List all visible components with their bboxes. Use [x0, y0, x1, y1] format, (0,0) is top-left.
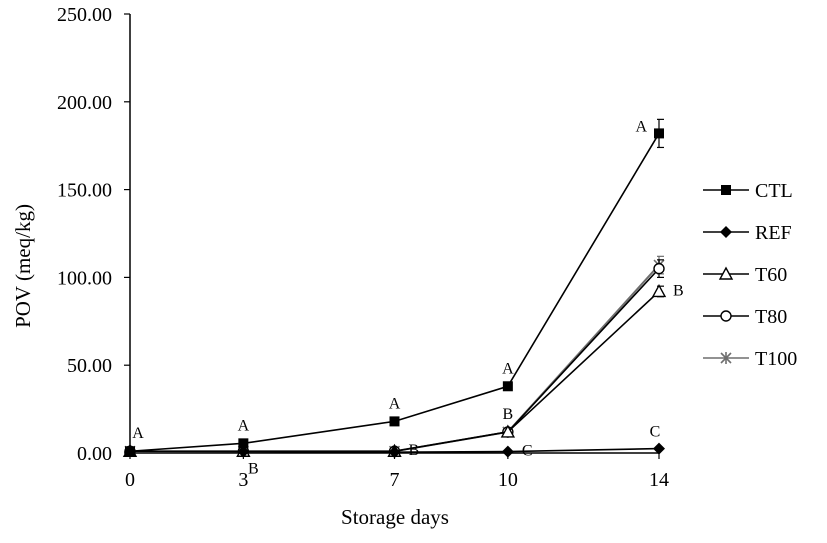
x-tick-label: 0	[125, 469, 135, 491]
significance-label: A	[502, 360, 514, 377]
significance-label: C	[522, 443, 533, 460]
significance-label: A	[389, 395, 401, 412]
legend-label-ctl: CTL	[755, 180, 793, 202]
y-tick-label: 0.00	[77, 443, 112, 465]
legend-label-ref: REF	[755, 222, 792, 244]
legend-t100-marker	[720, 352, 732, 364]
legend-item-t60: T60	[703, 264, 787, 286]
point-ref-marker	[388, 446, 401, 459]
legend-label-t100: T100	[755, 348, 797, 370]
point-ctl-marker	[502, 381, 513, 392]
x-tick-label: 14	[649, 469, 669, 491]
y-tick-label: 250.00	[57, 4, 112, 26]
significance-label: B	[503, 406, 514, 423]
significance-label: A	[635, 118, 647, 135]
legend-item-ctl: CTL	[703, 180, 793, 202]
series-layer	[122, 118, 667, 459]
series-t100	[124, 255, 665, 458]
y-tick-label: 150.00	[57, 180, 112, 202]
x-axis-label: Storage days	[341, 505, 449, 529]
legend-t80-marker	[720, 310, 732, 322]
significance-labels: A A B A B A B C A B C	[132, 118, 683, 477]
point-ctl-marker	[125, 446, 135, 457]
legend-label-t60: T60	[755, 264, 787, 286]
point-ctl-marker	[389, 416, 400, 427]
point-ctl-marker	[238, 438, 249, 449]
point-t60-marker	[500, 424, 516, 438]
significance-label: A	[238, 417, 250, 434]
legend-ctl-marker	[721, 185, 731, 195]
y-axis-label: POV (meq/kg)	[11, 204, 35, 328]
point-ref-marker	[501, 445, 514, 458]
x-tick-label: 10	[498, 469, 518, 491]
significance-label: B	[409, 442, 420, 459]
significance-label: A	[132, 425, 144, 442]
point-ref-marker	[237, 445, 250, 458]
series-ctl	[125, 118, 664, 457]
legend-item-t80: T80	[703, 306, 787, 328]
series-t80	[124, 259, 665, 457]
point-t60-marker	[651, 283, 667, 298]
y-tick-label: 200.00	[57, 92, 112, 114]
legend: CTL REF T60 T80 T100	[703, 180, 797, 370]
legend-label-t80: T80	[755, 306, 787, 328]
series-line-t60	[130, 290, 660, 453]
point-ctl-marker	[654, 128, 664, 139]
axes: 0.00 50.00 100.00 150.00 200.00 250.00 0 3 7 10 14	[57, 4, 669, 491]
series-t60	[122, 283, 667, 457]
legend-t60-marker	[718, 266, 734, 280]
significance-label: B	[248, 461, 259, 478]
x-tick-label: 3	[238, 469, 248, 491]
x-tick-label: 7	[390, 469, 400, 491]
y-tick-label: 100.00	[57, 267, 112, 289]
significance-label: B	[673, 282, 684, 299]
point-ref-marker	[653, 442, 665, 455]
y-tick-label: 50.00	[67, 355, 112, 377]
legend-item-ref: REF	[703, 222, 792, 244]
legend-item-t100: T100	[703, 348, 797, 370]
significance-label: C	[650, 424, 661, 441]
series-ref	[124, 442, 665, 459]
point-t80-marker	[653, 262, 665, 275]
legend-ref-marker	[720, 226, 732, 238]
